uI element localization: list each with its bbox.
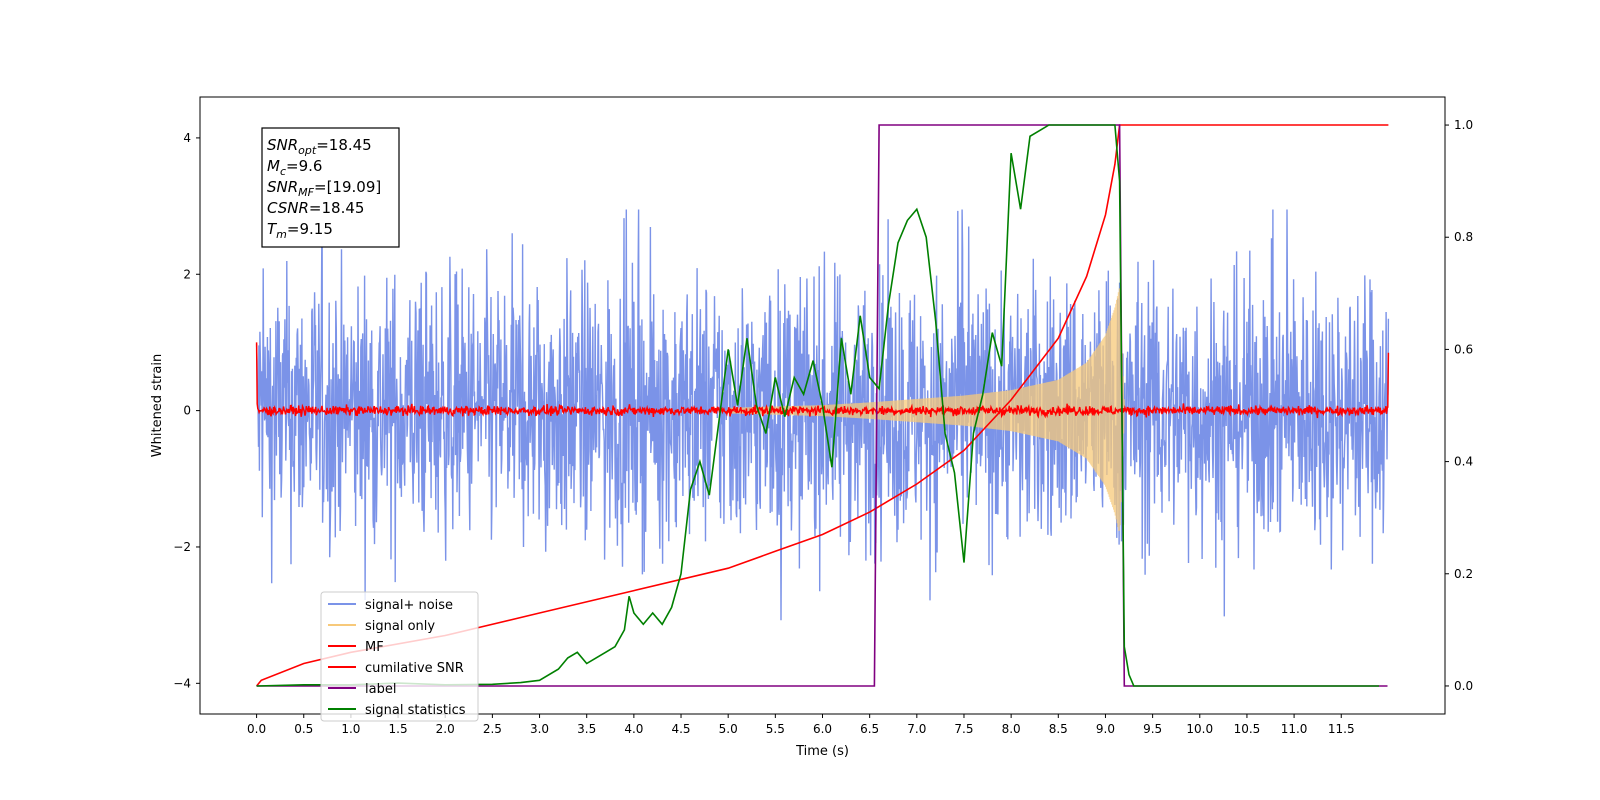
legend-label: cumilative SNR (365, 661, 464, 676)
annotation-line: SNRopt=18.45 (267, 136, 372, 157)
y-tick-label-left: −2 (173, 540, 191, 554)
y-axis-left: 4 2 0 −2 −4 (173, 131, 200, 690)
x-tick-label: 5.0 (719, 722, 738, 736)
x-tick-label: 0.5 (294, 722, 313, 736)
y-tick-label-left: −4 (173, 676, 191, 690)
annotation-line: Mc=9.6 (267, 157, 322, 178)
x-tick-label: 11.5 (1328, 722, 1355, 736)
y-tick-label-left: 0 (183, 404, 191, 418)
annotation-line: CSNR=18.45 (267, 199, 364, 217)
x-tick-label: 6.5 (860, 722, 879, 736)
legend-frame (320, 591, 479, 722)
x-tick-label: 10.0 (1186, 722, 1213, 736)
legend-label: signal only (365, 619, 435, 634)
y-tick-label-left: 2 (183, 267, 191, 281)
x-tick-label: 1.5 (389, 722, 408, 736)
x-axis-title: Time (s) (795, 744, 849, 759)
x-axis: 0.0 0.5 1.0 1.5 2.0 2.5 3.0 3.5 4.0 4.5 5.0 5.5 6.0 6… (247, 714, 1355, 736)
y-axis-right: 1.0 0.8 0.6 0.4 0.2 0.0 (1445, 118, 1473, 693)
annotation-line: Tm=9.15 (267, 220, 333, 241)
x-tick-label: 1.0 (341, 722, 360, 736)
x-tick-label: 8.5 (1049, 722, 1068, 736)
y-tick-label-right: 0.8 (1454, 230, 1473, 244)
x-tick-label: 2.0 (436, 722, 455, 736)
legend-label: signal+ noise (365, 598, 453, 613)
x-tick-label: 9.0 (1096, 722, 1115, 736)
y-tick-label-right: 0.2 (1454, 567, 1473, 581)
legend-label: MF (365, 640, 384, 655)
annotation-box: SNRopt=18.45Mc=9.6SNRMF=[19.09]CSNR=18.4… (261, 127, 400, 248)
y-tick-label-right: 0.0 (1454, 679, 1473, 693)
x-tick-label: 7.5 (954, 722, 973, 736)
x-tick-label: 3.0 (530, 722, 549, 736)
series-signal-only-line (727, 288, 1126, 531)
series-signal-statistics-line (256, 124, 1379, 687)
series-signal-noise-line (255, 209, 1390, 621)
y-tick-label-right: 1.0 (1454, 118, 1473, 132)
annotation-frame (261, 127, 400, 248)
x-tick-label: 5.5 (766, 722, 785, 736)
x-tick-label: 7.0 (907, 722, 926, 736)
x-tick-label: 11.0 (1281, 722, 1308, 736)
x-tick-label: 2.5 (483, 722, 502, 736)
legend: signal+ noise signal only MF cumilative SNR… (320, 591, 479, 722)
annotation-line: SNRMF=[19.09] (267, 178, 381, 199)
y-tick-label-left: 4 (183, 131, 191, 145)
y-tick-label-right: 0.4 (1454, 455, 1473, 469)
x-tick-label: 4.0 (624, 722, 643, 736)
x-tick-label: 10.5 (1234, 722, 1261, 736)
x-tick-label: 4.5 (671, 722, 690, 736)
legend-label: signal statistics (365, 703, 466, 718)
x-tick-label: 8.0 (1002, 722, 1021, 736)
x-tick-label: 9.5 (1143, 722, 1162, 736)
y-axis-title: Whitened strain (150, 354, 165, 457)
x-tick-label: 0.0 (247, 722, 266, 736)
y-tick-label-right: 0.6 (1454, 342, 1473, 356)
x-tick-label: 3.5 (577, 722, 596, 736)
legend-label: label (365, 682, 396, 697)
x-tick-label: 6.0 (813, 722, 832, 736)
